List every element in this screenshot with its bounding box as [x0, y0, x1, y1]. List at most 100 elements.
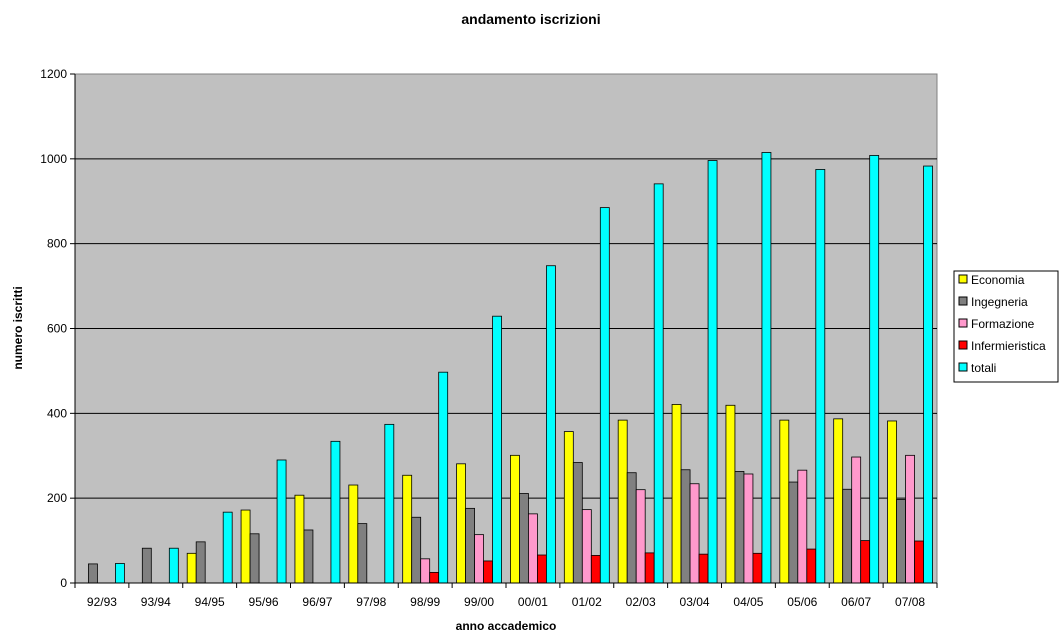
x-tick-label: 03/04: [680, 595, 710, 609]
bar-infermieristica-07-08: [914, 540, 924, 584]
bar-ingegneria-99-00: [465, 507, 475, 584]
bar-infermieristica-06-07: [860, 540, 871, 584]
bar-formazione-04-05: [743, 473, 754, 584]
x-tick-label: 07/08: [895, 595, 925, 609]
legend: Economia Ingegneria Formazione Infermierist…: [953, 270, 1059, 383]
bar-economia-95-96: [240, 509, 251, 584]
bar-formazione-02-03: [635, 489, 646, 584]
legend-swatch-totali: [958, 362, 968, 372]
bar-totali-02-03: [653, 183, 664, 584]
bar-economia-07-08: [887, 420, 897, 584]
bar-economia-05-06: [779, 419, 790, 584]
bar-economia-98-99: [402, 474, 413, 584]
bar-ingegneria-03-04: [680, 469, 691, 584]
x-tick-label: 96/97: [302, 595, 332, 609]
bar-totali-93-94: [168, 547, 179, 584]
x-tick-label: 99/00: [464, 595, 494, 609]
bar-ingegneria-95-96: [249, 533, 260, 584]
bar-economia-02-03: [617, 419, 628, 584]
bar-economia-97-98: [348, 484, 359, 584]
bar-ingegneria-96-97: [303, 529, 314, 584]
bar-totali-00-01: [546, 265, 556, 584]
bar-formazione-03-04: [689, 483, 700, 584]
bar-totali-94-95: [222, 511, 233, 584]
bar-ingegneria-92-93: [88, 563, 98, 584]
bar-ingegneria-02-03: [626, 472, 637, 584]
legend-swatch-formazione: [958, 318, 968, 328]
bar-totali-97-98: [384, 423, 395, 584]
x-tick-label: 01/02: [572, 595, 602, 609]
bar-totali-05-06: [815, 169, 826, 584]
bar-ingegneria-93-94: [141, 547, 152, 584]
y-tick-label: 1000: [40, 152, 67, 166]
bar-economia-96-97: [294, 494, 305, 584]
legend-label-formazione: Formazione: [971, 317, 1035, 331]
legend-label-ingegneria: Ingegneria: [971, 295, 1028, 309]
bar-totali-99-00: [492, 315, 502, 584]
bar-infermieristica-00-01: [537, 554, 547, 584]
x-tick-label: 06/07: [841, 595, 871, 609]
y-tick-label: 200: [47, 491, 67, 505]
x-tick-label: 00/01: [518, 595, 548, 609]
x-tick-label: 95/96: [249, 595, 279, 609]
x-tick-label: 98/99: [410, 595, 440, 609]
bar-ingegneria-98-99: [411, 516, 422, 584]
y-tick-label: 800: [47, 237, 67, 251]
bar-economia-04-05: [725, 404, 736, 584]
bar-totali-92-93: [115, 563, 125, 584]
bar-ingegneria-01-02: [572, 462, 583, 584]
legend-swatch-infermieristica: [958, 340, 968, 350]
bar-economia-00-01: [510, 454, 520, 584]
axes: [70, 73, 938, 588]
x-axis-label: anno accademico: [456, 619, 557, 633]
x-tick-label: 05/06: [787, 595, 817, 609]
y-tick-labels: 0 200 400 600 800 1000 1200: [40, 67, 67, 590]
y-tick-label: 1200: [40, 67, 67, 81]
bar-formazione-98-99: [420, 558, 431, 584]
bar-ingegneria-06-07: [842, 488, 853, 584]
bar-infermieristica-99-00: [483, 560, 493, 584]
legend-label-infermieristica: Infermieristica: [971, 339, 1046, 353]
chart-title: andamento iscrizioni: [461, 11, 600, 27]
bar-formazione-00-01: [528, 513, 538, 584]
bar-infermieristica-98-99: [429, 571, 440, 584]
x-tick-label: 04/05: [733, 595, 763, 609]
bar-formazione-99-00: [474, 534, 484, 584]
bar-economia-99-00: [456, 463, 466, 584]
bar-formazione-06-07: [851, 456, 862, 584]
legend-swatch-ingegneria: [958, 296, 968, 306]
y-axis-label: numero iscritti: [11, 286, 25, 369]
x-tick-label: 93/94: [141, 595, 171, 609]
bar-ingegneria-97-98: [357, 523, 368, 584]
bar-totali-06-07: [869, 155, 880, 584]
bar-ingegneria-94-95: [195, 541, 206, 584]
y-tick-label: 400: [47, 406, 67, 420]
bar-economia-03-04: [671, 404, 682, 584]
bar-totali-95-96: [276, 459, 287, 584]
bar-formazione-05-06: [797, 469, 808, 584]
bar-formazione-01-02: [581, 509, 592, 584]
bar-ingegneria-04-05: [734, 471, 745, 584]
bar-infermieristica-03-04: [698, 553, 709, 584]
bar-totali-04-05: [761, 152, 772, 584]
bar-infermieristica-05-06: [806, 548, 817, 584]
bar-totali-01-02: [599, 207, 610, 584]
bar-economia-94-95: [186, 552, 197, 584]
bar-economia-01-02: [563, 431, 574, 584]
legend-label-economia: Economia: [971, 273, 1025, 287]
bar-infermieristica-01-02: [590, 555, 601, 584]
bar-ingegneria-07-08: [896, 499, 906, 584]
y-tick-label: 0: [60, 576, 67, 590]
x-tick-label: 02/03: [626, 595, 656, 609]
y-tick-label: 600: [47, 322, 67, 336]
x-tick-label: 97/98: [356, 595, 386, 609]
bar-totali-03-04: [707, 160, 718, 584]
bar-totali-96-97: [330, 440, 341, 584]
x-tick-label: 94/95: [195, 595, 225, 609]
bar-economia-06-07: [833, 418, 844, 584]
bar-totali-98-99: [438, 371, 449, 584]
bar-ingegneria-05-06: [788, 481, 799, 584]
x-tick-label: 92/93: [87, 595, 117, 609]
legend-box: [953, 270, 1059, 383]
